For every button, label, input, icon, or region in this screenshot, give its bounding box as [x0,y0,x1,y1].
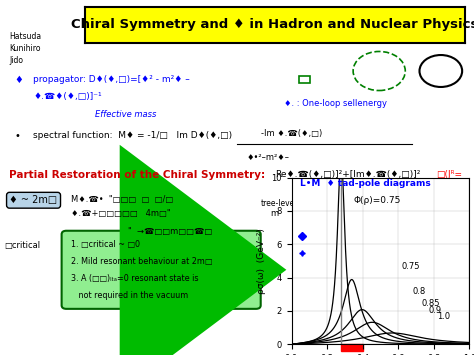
Text: not required in the vacuum: not required in the vacuum [71,291,188,300]
Text: Re♦.☎(♦,□)]²+[Im♦.☎(♦,□)]²: Re♦.☎(♦,□)]²+[Im♦.☎(♦,□)]² [275,170,420,179]
Text: Partial Restoration of the Chiral Symmetry:: Partial Restoration of the Chiral Symmet… [9,170,265,180]
Text: Effective mass: Effective mass [95,110,156,119]
Text: ♦.☎♦(♦,□)]⁻¹: ♦.☎♦(♦,□)]⁻¹ [33,92,102,101]
Text: L•M  ♦ tad-pole diagrams: L•M ♦ tad-pole diagrams [301,179,431,188]
Text: 0.85: 0.85 [421,299,440,308]
Text: 2. Mild resonant behaviour at 2m□: 2. Mild resonant behaviour at 2m□ [71,257,212,266]
Text: ♦.☎+□□□□□   4m□": ♦.☎+□□□□□ 4m□" [71,209,171,218]
Text: ♦•²–m²♦–: ♦•²–m²♦– [246,153,290,162]
Text: -Im ♦.☎(♦,□): -Im ♦.☎(♦,□) [261,130,322,138]
Text: Hatsuda
Kunihiro
Jido: Hatsuda Kunihiro Jido [9,32,42,65]
Text: 3. A (□□)ₗₜₐ=0 resonant state is: 3. A (□□)ₗₜₐ=0 resonant state is [71,274,199,283]
Text: m: m [270,209,278,218]
Y-axis label: ρσ(ω)  (GeV⁻²): ρσ(ω) (GeV⁻²) [257,228,266,294]
FancyBboxPatch shape [62,231,261,309]
Text: ♦. : One-loop sellenergy: ♦. : One-loop sellenergy [284,99,387,108]
Text: 1.0: 1.0 [437,312,450,321]
FancyArrowPatch shape [120,145,286,355]
Text: 0.75: 0.75 [401,262,420,271]
Text: □(Jᴿ=
0⁺): □(Jᴿ= 0⁺) [436,170,462,190]
Text: propagator: D♦(♦,□)=[♦² - m²♦ –: propagator: D♦(♦,□)=[♦² - m²♦ – [33,75,190,83]
Text: 0.9: 0.9 [428,306,441,315]
Text: Chiral Symmetry and ♦ in Hadron and Nuclear Physics: Chiral Symmetry and ♦ in Hadron and Nucl… [71,18,474,31]
Text: M♦.☎•  "□□□  □  □/□: M♦.☎• "□□□ □ □/□ [71,195,173,204]
Text: ♦ ~ 2m□: ♦ ~ 2m□ [9,195,58,205]
Text: tree-level: tree-level [261,199,297,208]
Text: ♦: ♦ [14,75,23,84]
Text: 0.8: 0.8 [412,287,426,296]
Text: □critical: □critical [5,241,41,250]
Text: spectral function:  M♦ = -1/□   Im D♦(♦,□): spectral function: M♦ = -1/□ Im D♦(♦,□) [33,131,232,140]
Bar [341,344,363,351]
Text: •: • [14,131,20,141]
Text: Φ(ρ)=0.75: Φ(ρ)=0.75 [354,196,401,204]
Text: "  →☎□□m□□☎□: " →☎□□m□□☎□ [128,227,212,236]
Text: 1. □critical ~ □0: 1. □critical ~ □0 [71,240,140,248]
